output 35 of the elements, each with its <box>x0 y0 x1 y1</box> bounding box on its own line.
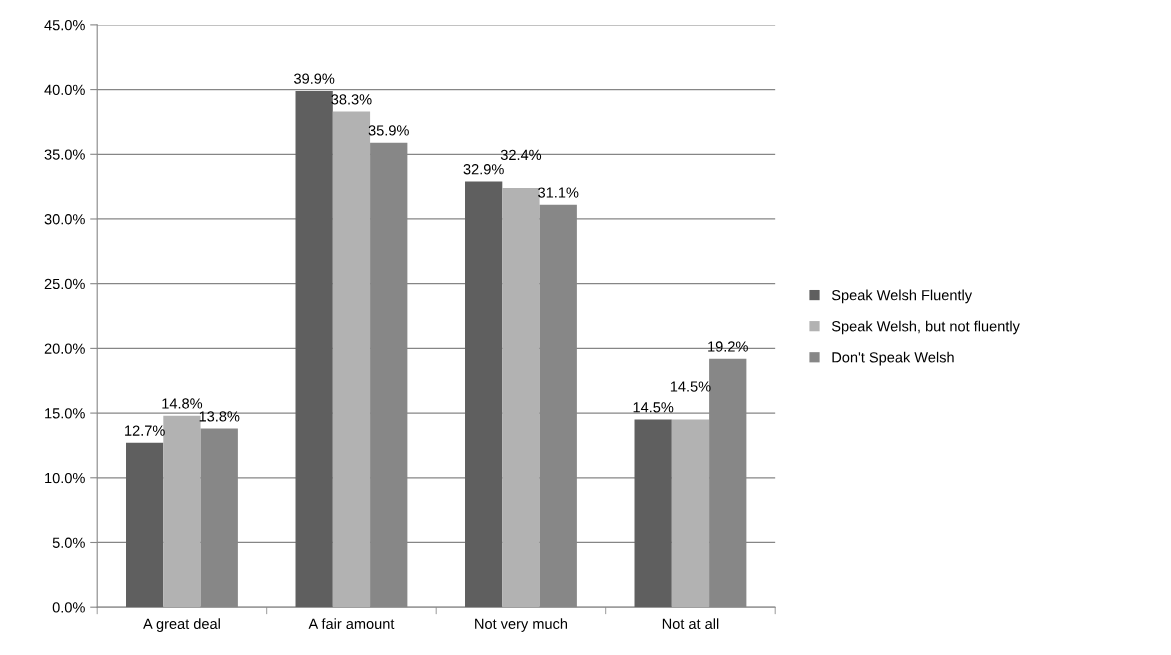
x-tick-label: A great deal <box>143 618 220 632</box>
y-tick-label: 45.0% <box>44 19 85 31</box>
y-tick-label: 40.0% <box>44 84 85 96</box>
bar <box>465 181 503 608</box>
bar <box>163 415 201 608</box>
data-label: 19.2% <box>708 341 748 352</box>
legend-label: Speak Welsh, but not fluently <box>831 320 1020 335</box>
data-label: 14.8% <box>162 398 203 409</box>
y-tick-label: 5.0% <box>52 537 85 548</box>
bar <box>671 419 710 608</box>
data-label: 13.8% <box>199 411 240 422</box>
bar <box>295 90 333 608</box>
legend-label: Don't Speak Welsh <box>832 351 954 366</box>
bar <box>634 419 672 608</box>
data-label: 14.5% <box>633 402 674 413</box>
bar <box>502 187 540 608</box>
data-label: 12.7% <box>125 425 165 436</box>
bar <box>126 442 164 608</box>
data-label: 32.9% <box>463 164 504 175</box>
data-label: 14.5% <box>670 381 711 392</box>
data-label: 32.4% <box>500 149 542 161</box>
y-tick-label: 35.0% <box>44 149 85 160</box>
y-tick-label: 30.0% <box>44 214 85 225</box>
x-tick-label: Not very much <box>475 618 568 632</box>
y-tick-label: 25.0% <box>44 278 85 290</box>
y-tick-label: 10.0% <box>45 472 85 484</box>
y-tick-label: 0.0% <box>52 602 85 613</box>
data-label: 39.9% <box>294 73 335 84</box>
y-tick-label: 15.0% <box>45 408 85 419</box>
x-tick-label: A fair amount <box>308 618 395 630</box>
legend-label: Speak Welsh Fluently <box>831 289 973 304</box>
data-label: 31.1% <box>538 187 579 198</box>
data-label: 35.9% <box>368 125 409 136</box>
y-tick-label: 20.0% <box>44 343 85 354</box>
x-tick-label: Not at all <box>662 618 719 630</box>
